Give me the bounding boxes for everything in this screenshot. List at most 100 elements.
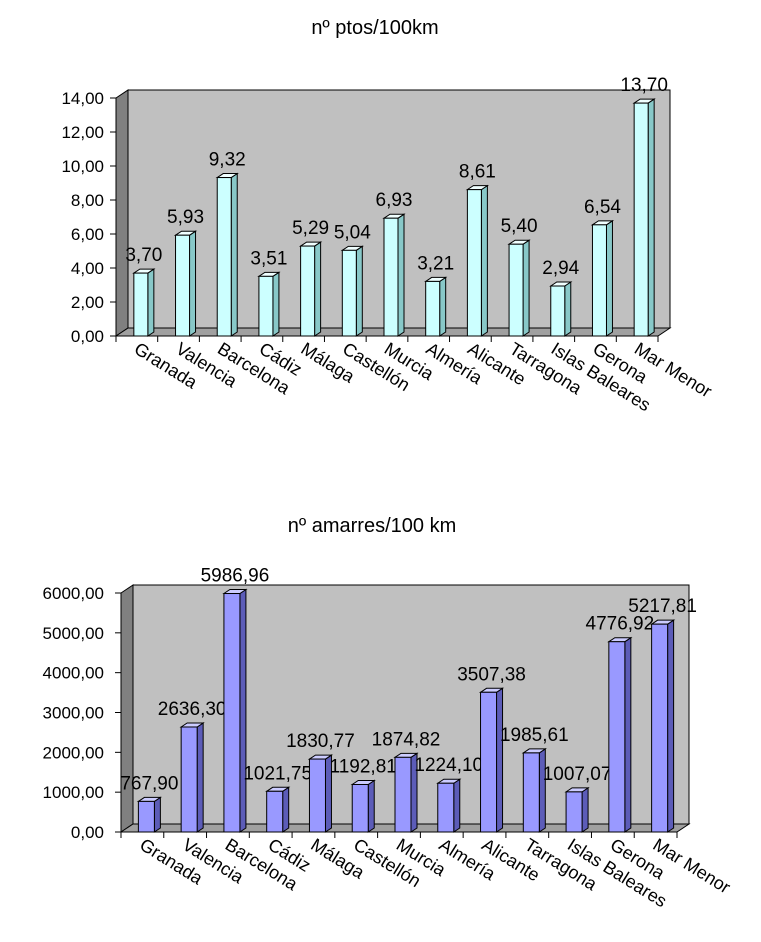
chart1-bar-murcia-side xyxy=(397,213,405,337)
chart2-value-label-barcelona: 5986,96 xyxy=(201,566,270,587)
chart1-bar-valencia-side xyxy=(189,230,197,337)
chart1-bar-gerona-front xyxy=(591,224,607,337)
chart1-y-tick-label: 2,00 xyxy=(71,293,104,312)
chart1-bar-alicante xyxy=(465,184,490,337)
chart2-bar-almeria xyxy=(436,778,462,833)
chart2-bar-barcelona-front xyxy=(223,593,241,833)
chart2-bar-granada-side xyxy=(153,796,161,833)
chart1-bar-murcia xyxy=(382,213,406,337)
chart2-bar-alicante-side xyxy=(496,687,504,833)
chart1-bar-barcelona xyxy=(215,172,239,337)
chart2-value-label-islas-baleares: 1007,07 xyxy=(543,764,612,785)
chart1-bar-alicante-front xyxy=(466,189,482,337)
chart2-plot-side-wall xyxy=(120,584,134,833)
chart1-bar-malaga xyxy=(298,241,323,337)
chart1-bar-tarragona xyxy=(507,239,531,337)
chart1-value-label-alicante: 8,61 xyxy=(459,162,496,183)
chart2-bar-cadiz xyxy=(265,786,291,833)
chart2-value-label-murcia: 1874,82 xyxy=(372,729,441,750)
chart2-y-tick-label: 6000,00 xyxy=(43,584,104,603)
chart1-bar-valencia-front xyxy=(175,234,191,337)
chart-points-per-100km: nº ptos/100km 0,00 2,00 4,00 6,00 8,00 10,00 12… xyxy=(61,17,715,415)
chart1-bar-castellon-front xyxy=(341,249,357,337)
chart1-value-label-almeria: 3,21 xyxy=(417,253,454,274)
chart2-value-label-valencia: 2636,30 xyxy=(158,699,227,720)
chart2-value-label-gerona: 4776,92 xyxy=(586,614,655,635)
chart2-bar-cadiz-side xyxy=(282,786,290,833)
chart1-y-tick-label: 10,00 xyxy=(61,157,104,176)
chart2-bar-valencia-side xyxy=(196,722,204,833)
chart1-value-label-gerona: 6,54 xyxy=(584,197,621,218)
chart2-bar-cadiz-front xyxy=(266,790,284,833)
chart2-value-label-alicante: 3507,38 xyxy=(457,664,526,685)
chart1-bar-islas-baleares-front xyxy=(550,285,566,337)
chart1-bar-islas-baleares xyxy=(549,281,573,337)
chart1-y-tick-label: 12,00 xyxy=(61,123,104,142)
chart2-bar-castellon-front xyxy=(351,783,369,833)
chart1-bar-almeria-front xyxy=(425,280,441,337)
chart1-value-label-murcia: 6,93 xyxy=(376,190,413,211)
chart1-bar-valencia xyxy=(173,230,198,337)
chart1-bar-gerona xyxy=(590,219,615,337)
chart2-bar-granada-front xyxy=(137,800,155,833)
chart1-bar-alicante-side xyxy=(480,184,488,337)
chart1-bar-barcelona-side xyxy=(230,172,238,337)
chart1-bar-tarragona-side xyxy=(522,239,530,337)
chart2-y-tick-label: 2000,00 xyxy=(43,743,104,762)
chart2-bar-islas-baleares-side xyxy=(581,786,589,833)
chart1-title: nº ptos/100km xyxy=(311,17,438,39)
chart2-bar-murcia-front xyxy=(394,756,412,833)
chart1-bar-malaga-side xyxy=(314,241,322,337)
chart2-bar-gerona-front xyxy=(608,641,626,833)
chart2-bar-gerona-side xyxy=(624,636,632,833)
chart1-y-tick-label: 14,00 xyxy=(61,89,104,108)
chart2-bar-malaga xyxy=(307,754,334,833)
chart1-bar-almeria-side xyxy=(439,276,447,337)
chart2-bar-castellon xyxy=(350,779,376,833)
chart1-value-label-tarragona: 5,40 xyxy=(501,216,538,237)
chart2-y-tick-label: 4000,00 xyxy=(43,664,104,683)
chart-moorings-per-100km: nº amarres/100 km 0,00 1000,00 2000,00 3000,… xyxy=(43,515,734,911)
chart1-bar-almeria xyxy=(424,276,448,337)
chart1-bar-cadiz xyxy=(257,271,281,337)
chart2-value-label-mar-menor: 5217,81 xyxy=(628,596,697,617)
chart1-plot-side-wall xyxy=(115,89,129,337)
chart1-bar-granada-front xyxy=(133,272,149,337)
chart2-y-tick-label: 5000,00 xyxy=(43,624,104,643)
chart2-bar-murcia xyxy=(393,752,419,833)
chart2-bar-tarragona xyxy=(521,747,547,833)
chart1-bar-tarragona-front xyxy=(508,243,524,337)
chart2-y-tick-label: 0,00 xyxy=(71,823,104,842)
chart2-bar-tarragona-side xyxy=(538,747,546,833)
chart2-value-label-tarragona: 1985,61 xyxy=(500,725,569,746)
chart2-value-label-cadiz: 1021,75 xyxy=(243,763,312,784)
chart2-bar-alicante-front xyxy=(480,691,498,833)
chart2-bar-mar-menor-side xyxy=(667,619,675,833)
chart2-bar-islas-baleares-front xyxy=(565,791,583,833)
chart1-value-label-islas-baleares: 2,94 xyxy=(542,258,579,279)
chart2-y-tick-label: 1000,00 xyxy=(43,783,104,802)
chart1-bar-granada xyxy=(132,268,156,337)
chart1-bar-mar-menor-side xyxy=(647,98,655,337)
chart2-bar-almeria-front xyxy=(437,782,455,833)
chart1-y-tick-label: 0,00 xyxy=(71,327,104,346)
chart2-value-label-malaga: 1830,77 xyxy=(286,731,355,752)
chart2-value-label-almeria: 1224,10 xyxy=(414,755,483,776)
chart2-y-tick-label: 3000,00 xyxy=(43,704,104,723)
chart1-value-label-barcelona: 9,32 xyxy=(209,150,246,171)
chart1-value-label-castellon: 5,04 xyxy=(334,222,371,243)
chart2-bar-barcelona xyxy=(222,588,248,833)
chart1-bar-castellon xyxy=(340,245,364,337)
chart1-bar-gerona-side xyxy=(605,219,613,337)
chart2-value-label-castellon: 1192,81 xyxy=(330,756,397,777)
chart2-bar-gerona xyxy=(607,636,633,833)
chart1-bar-malaga-front xyxy=(300,245,316,337)
chart1-value-label-malaga: 5,29 xyxy=(292,218,329,239)
chart1-value-label-cadiz: 3,51 xyxy=(250,248,287,269)
chart1-bar-murcia-front xyxy=(383,217,399,337)
chart2-bar-malaga-front xyxy=(308,758,326,833)
chart1-bar-mar-menor-front xyxy=(633,102,649,337)
chart2-bar-valencia xyxy=(179,722,205,833)
chart2-bar-almeria-side xyxy=(453,778,461,833)
